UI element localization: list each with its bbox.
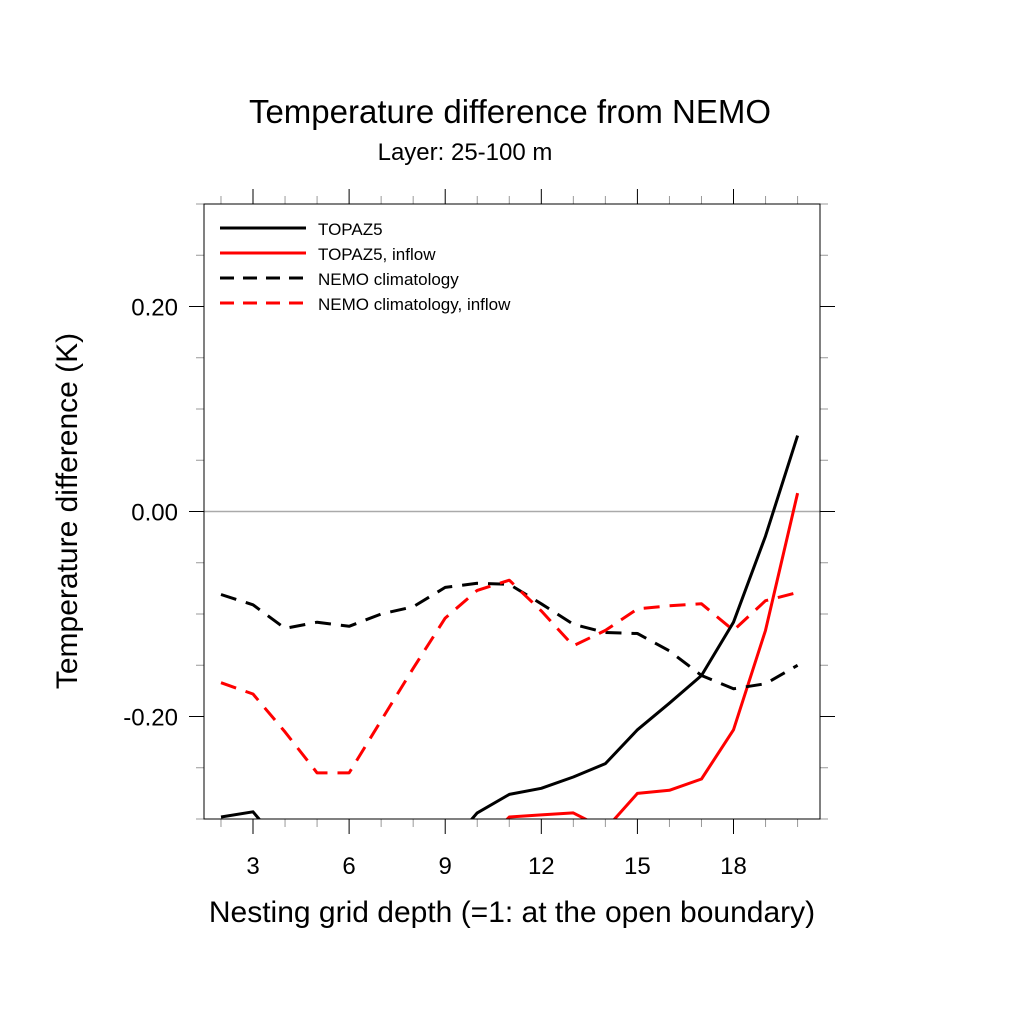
plot-frame — [203, 203, 821, 820]
series-line-topaz5-inflow — [505, 492, 800, 819]
chart-title: Temperature difference from NEMO — [249, 93, 771, 130]
series-line-nemo-climatology — [220, 581, 799, 691]
y-axis-label: Temperature difference (K) — [51, 333, 84, 689]
legend-label: TOPAZ5 — [318, 220, 383, 239]
series-line-nemo-climatology-inflow — [220, 578, 798, 775]
x-tick-label: 6 — [342, 853, 355, 880]
x-tick-label: 3 — [246, 853, 259, 880]
x-tick-label: 15 — [624, 853, 651, 880]
legend-label: NEMO climatology — [318, 270, 459, 289]
x-tick-label: 12 — [528, 853, 555, 880]
y-tick-label: 0.00 — [131, 500, 178, 527]
y-tick-label: -0.20 — [123, 705, 178, 732]
chart-subtitle: Layer: 25-100 m — [378, 139, 553, 166]
y-tick-label: 0.20 — [131, 295, 178, 322]
x-tick-label: 9 — [439, 853, 452, 880]
legend-label: TOPAZ5, inflow — [318, 245, 436, 264]
x-tick-label: 18 — [720, 853, 747, 880]
legend: TOPAZ5 TOPAZ5, inflow NEMO climatology NEMO… — [220, 220, 511, 314]
legend-label: NEMO climatology, inflow — [318, 295, 511, 314]
x-axis-label: Nesting grid depth (=1: at the open boun… — [209, 896, 815, 929]
